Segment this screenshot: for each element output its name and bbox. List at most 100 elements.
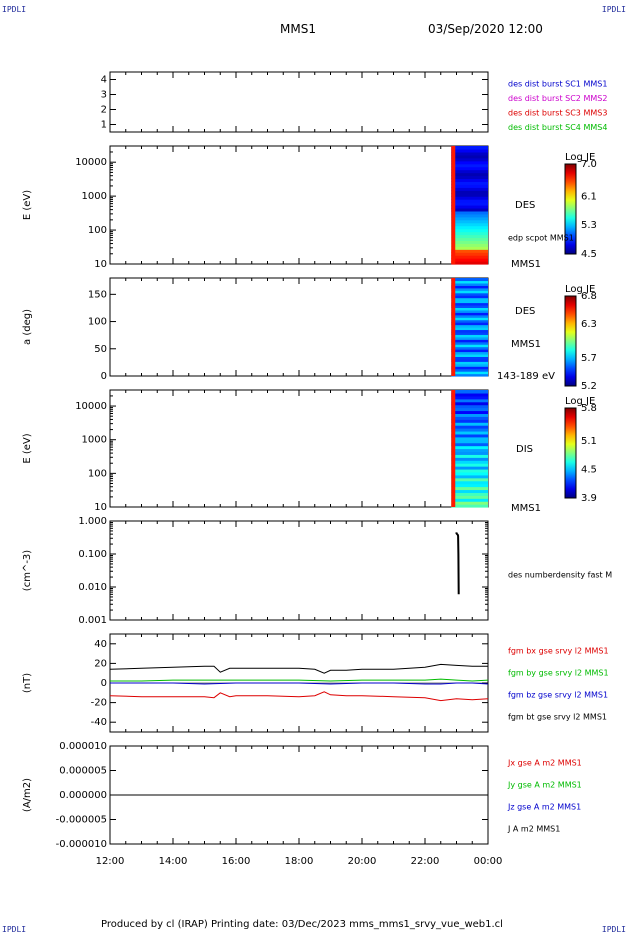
side-label: DES	[515, 200, 535, 211]
heatmap-cell	[451, 255, 488, 259]
legend-entry: Jy gse A m2 MMS1	[507, 781, 582, 790]
colorbar-tick-label: 4.5	[581, 249, 597, 260]
heatmap-cell	[451, 228, 488, 233]
heatmap-cell	[451, 442, 488, 447]
y-tick-label: 20	[94, 658, 107, 669]
heatmap-cell	[451, 163, 488, 168]
heatmap-cell	[451, 166, 488, 171]
heatmap-cell	[451, 225, 488, 230]
y-tick-label: 0.001	[78, 615, 107, 626]
heatmap-cell	[451, 178, 488, 182]
heatmap-cell	[451, 290, 488, 294]
heatmap-cell	[451, 401, 488, 406]
heatmap-cell	[451, 175, 488, 180]
heatmap-cell	[451, 169, 488, 174]
corner-label-bottom-left: IPDLI	[2, 925, 27, 934]
y-tick-label: 10	[94, 502, 107, 513]
panel-des-energy-colorbar-title: Log JE	[565, 152, 595, 163]
y-tick-label: 0.000005	[59, 766, 107, 777]
heatmap-cell	[451, 196, 488, 200]
heatmap-cell	[451, 148, 488, 153]
y-tick-label: 50	[94, 344, 107, 355]
y-tick-label: 100	[88, 468, 107, 479]
heatmap-cell	[451, 413, 488, 417]
side-label: MMS1	[511, 339, 541, 350]
side-label: MMS1	[511, 503, 541, 514]
heatmap-cell	[451, 252, 488, 256]
y-tick-label: 0	[101, 678, 107, 689]
heatmap-cell	[451, 480, 488, 485]
heatmap-cell	[451, 492, 488, 496]
heatmap-cell	[451, 363, 488, 367]
panel-current-ylabel: (A/m2)	[22, 778, 33, 812]
y-tick-label: 10000	[75, 157, 107, 168]
heatmap-cell	[451, 280, 488, 284]
colorbar-tick-label: 5.1	[581, 436, 597, 447]
heatmap-cell	[451, 483, 488, 488]
x-tick-label: 00:00	[474, 856, 503, 867]
heatmap-cell	[451, 210, 488, 215]
y-tick-label: 2	[101, 105, 107, 116]
legend-entry: des dist burst SC4 MMS4	[508, 123, 607, 132]
heatmap-cell	[451, 184, 488, 188]
heatmap-cell	[451, 154, 488, 159]
series-line	[109, 691, 489, 702]
heatmap-cell	[451, 205, 488, 209]
y-tick-label: 10	[94, 259, 107, 270]
footer-text: Produced by cl (IRAP) Printing date: 03/…	[101, 919, 503, 930]
heatmap-cell	[451, 439, 488, 444]
heatmap-cell	[451, 231, 488, 236]
heatmap-cell	[451, 489, 488, 493]
panel-dis-energy-frame	[109, 389, 489, 508]
heatmap-cell	[451, 193, 488, 197]
mission-title: MMS1	[280, 22, 316, 36]
panel-des-pitch-ylabel: a (deg)	[22, 309, 33, 345]
x-tick-label: 18:00	[285, 856, 314, 867]
heatmap-cell	[451, 410, 488, 414]
panel-density-ylabel: (cm^-3)	[22, 550, 33, 591]
panel-des-pitch-colorbar-title: Log JE	[565, 284, 595, 295]
heatmap-cell	[451, 261, 488, 265]
panel-bfield-ylabel: (nT)	[22, 673, 33, 693]
legend-entry: des dist burst SC2 MMS2	[508, 94, 607, 103]
heatmap-cell	[451, 501, 488, 505]
heatmap-cell	[451, 172, 488, 177]
heatmap-edge-column	[451, 146, 456, 264]
heatmap-cell	[451, 392, 488, 397]
y-tick-label: 100	[88, 225, 107, 236]
heatmap-cell	[451, 300, 488, 304]
panel-spacecraft-frame	[109, 71, 489, 133]
heatmap-cell	[451, 448, 488, 453]
legend-entry: des dist burst SC3 MMS3	[508, 109, 607, 118]
heatmap-cell	[451, 466, 488, 470]
heatmap-cell	[451, 295, 488, 299]
y-tick-label: 0.010	[78, 582, 107, 593]
panel-dis-energy-ylabel: E (eV)	[22, 433, 33, 463]
series-line	[455, 532, 460, 595]
heatmap-cell	[451, 358, 488, 362]
heatmap-cell	[451, 285, 488, 289]
panel-des-energy-ylabel: E (eV)	[22, 190, 33, 220]
heatmap-cell	[451, 336, 488, 340]
heatmap-cell	[451, 356, 488, 360]
heatmap-cell	[451, 390, 488, 394]
heatmap-cell	[451, 477, 488, 482]
heatmap-cell	[451, 160, 488, 165]
panel-density-frame	[109, 520, 489, 621]
heatmap-cell	[451, 395, 488, 400]
heatmap-cell	[451, 495, 488, 499]
heatmap-cell	[451, 327, 488, 331]
heatmap-cell	[451, 368, 488, 372]
heatmap-cell	[451, 190, 488, 194]
heatmap-cell	[451, 297, 488, 301]
panel-des-energy-frame	[109, 145, 489, 265]
heatmap-cell	[451, 353, 488, 357]
colorbar-tick-label: 7.0	[581, 159, 597, 170]
corner-label-top-left: IPDLI	[2, 5, 27, 14]
heatmap-cell	[451, 428, 488, 432]
heatmap-cell	[451, 486, 488, 491]
y-tick-label: 0	[101, 371, 107, 382]
colorbar-tick-label: 5.7	[581, 353, 597, 364]
heatmap-cell	[451, 292, 488, 296]
